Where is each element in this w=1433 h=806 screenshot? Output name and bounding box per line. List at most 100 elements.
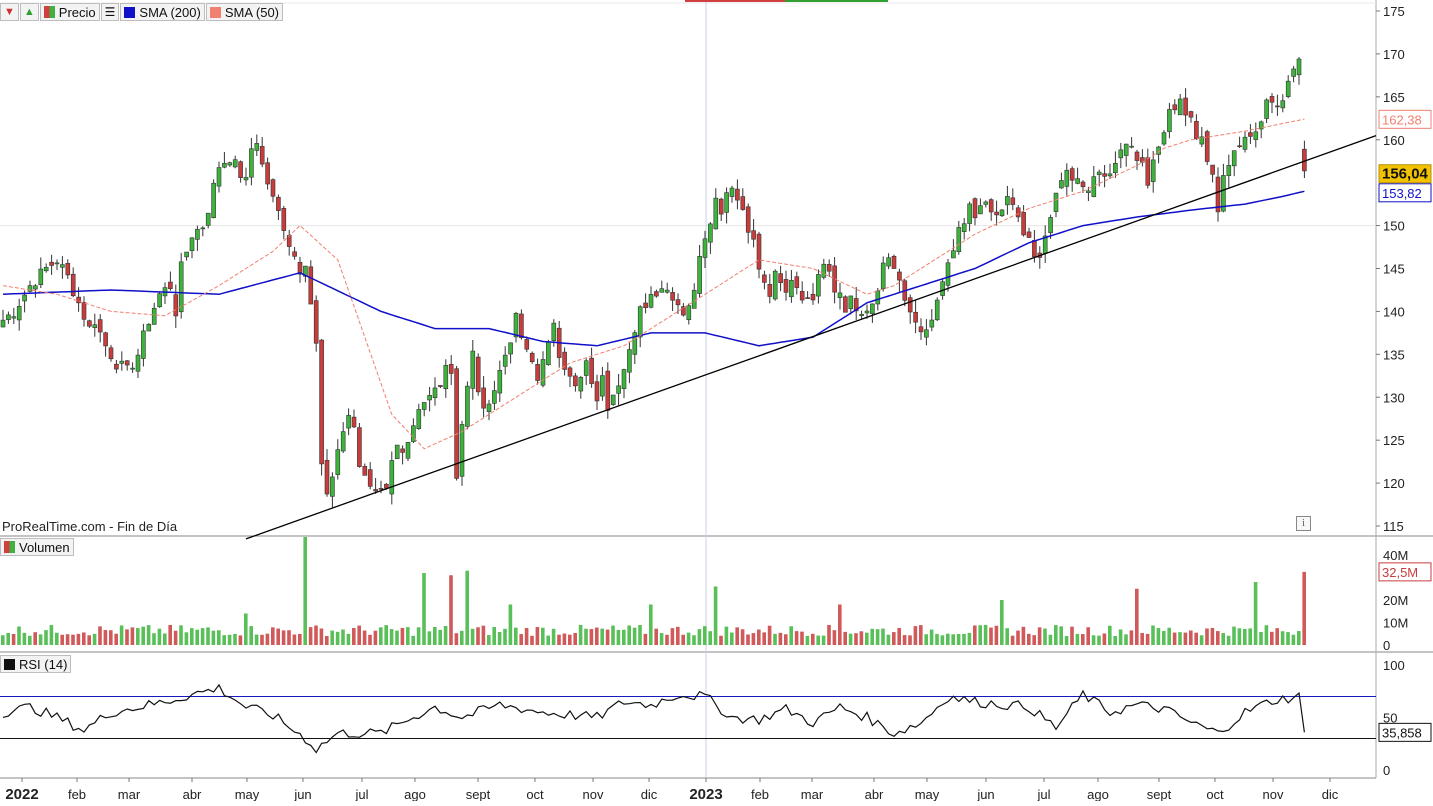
volume-bar — [287, 630, 291, 645]
candle — [270, 179, 276, 197]
candle — [1210, 164, 1215, 175]
candle — [184, 251, 189, 258]
volume-legend-button[interactable]: Volumen — [0, 538, 74, 556]
candle — [810, 293, 816, 301]
volume-bar — [762, 632, 766, 645]
candle — [357, 427, 362, 467]
volume-bar — [470, 628, 475, 645]
volume-bar — [605, 629, 610, 645]
volume-bar — [827, 624, 831, 645]
volume-bar — [1108, 625, 1112, 645]
x-tick-label: mar — [118, 787, 141, 801]
candle — [200, 227, 206, 230]
candle — [708, 223, 713, 243]
candle — [843, 296, 848, 313]
candle — [924, 329, 929, 338]
volume-bar — [638, 625, 642, 645]
volume-bar — [1226, 635, 1231, 645]
sma200-line — [2, 190, 1305, 347]
volume-bar — [676, 626, 680, 645]
info-icon[interactable]: i — [1296, 516, 1311, 531]
candle — [740, 196, 746, 210]
x-tick-label: jul — [1036, 787, 1050, 801]
candle — [789, 279, 794, 298]
candle-icon — [43, 6, 55, 18]
candle — [297, 262, 303, 275]
volume-bar — [146, 625, 151, 645]
candle — [281, 207, 287, 231]
candle — [659, 288, 665, 293]
sma50-swatch — [209, 6, 221, 18]
candle — [583, 360, 589, 376]
volume-bar — [11, 633, 16, 645]
candle — [54, 262, 60, 265]
candle — [448, 364, 454, 374]
candle — [848, 295, 854, 310]
candle — [880, 262, 886, 290]
volume-bar — [962, 633, 966, 645]
candle — [378, 488, 384, 490]
rsi-tick-label: 100 — [1383, 658, 1405, 673]
volume-bar — [384, 625, 388, 645]
candle — [11, 316, 17, 319]
x-tick-label: nov — [583, 787, 604, 801]
volume-bar — [1156, 628, 1161, 645]
candle — [1194, 121, 1199, 140]
candle — [751, 230, 756, 240]
up-arrow-button[interactable]: ▲ — [19, 3, 39, 21]
volume-bar — [1291, 634, 1296, 645]
price-legend-button[interactable]: Precio — [39, 3, 100, 21]
volume-bar — [530, 635, 534, 645]
candle — [567, 367, 573, 377]
candle — [1005, 196, 1010, 206]
candle — [972, 198, 978, 219]
rsi-value-box — [1378, 722, 1432, 742]
volume-bar — [1043, 628, 1047, 645]
volume-bar — [1172, 632, 1177, 645]
down-arrow-button[interactable]: ▼ — [0, 3, 19, 21]
trendline[interactable] — [245, 135, 1377, 540]
candle — [313, 300, 319, 344]
candle — [394, 444, 400, 459]
volume-tick-label: 40M — [1383, 548, 1408, 563]
volume-bar — [28, 635, 32, 645]
volume-bar — [406, 627, 410, 645]
candle — [1183, 97, 1188, 116]
candle — [205, 212, 211, 226]
volume-bar — [627, 625, 631, 645]
candle — [832, 265, 837, 293]
candle — [16, 306, 22, 321]
sma200-legend-button[interactable]: SMA (200) — [120, 3, 205, 21]
candle — [1237, 145, 1242, 148]
volume-bar — [119, 625, 124, 645]
candle — [1264, 99, 1269, 119]
volume-bar — [503, 628, 507, 645]
candle — [340, 431, 346, 452]
candle — [837, 292, 843, 299]
price-tick-label: 160 — [1383, 133, 1405, 148]
sma50-value-badge-box — [1378, 109, 1432, 129]
volume-bar — [1027, 633, 1031, 645]
x-tick-label: mar — [801, 787, 824, 801]
volume-bar — [562, 633, 567, 645]
candle — [573, 375, 578, 387]
candle — [1096, 171, 1102, 175]
volume-bar — [551, 628, 556, 645]
candle — [421, 402, 427, 410]
candle — [762, 274, 767, 283]
volume-bar — [319, 628, 324, 645]
volume-bar — [994, 625, 999, 645]
candle — [702, 238, 708, 258]
candle — [794, 276, 800, 288]
volume-bar — [870, 628, 874, 645]
sma50-legend-button[interactable]: SMA (50) — [205, 3, 284, 21]
list-button[interactable]: ☰ — [100, 3, 120, 21]
volume-bar — [341, 629, 345, 645]
volume-bar — [622, 629, 626, 645]
candle — [632, 332, 638, 355]
rsi-legend-button[interactable]: RSI (14) — [0, 655, 72, 673]
volume-bar — [1286, 632, 1290, 645]
volume-bar — [400, 627, 405, 645]
volume-bar — [87, 635, 91, 645]
